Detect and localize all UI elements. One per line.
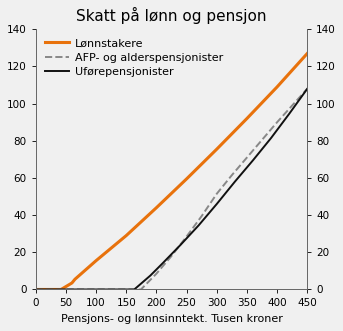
Title: Skatt på lønn og pensjon: Skatt på lønn og pensjon (76, 7, 267, 24)
AFP- og alderspensjonister (185, 235, 189, 239)
Lønnstakere (34, 288, 38, 292)
AFP- og alderspensjonister (169, 254, 174, 258)
Uførepensjonister (215, 202, 219, 206)
AFP- og alderspensjonister (260, 138, 264, 142)
Lønnstakere (59, 288, 63, 292)
Line: Uførepensjonister: Uførepensjonister (36, 89, 307, 290)
Lønnstakere (305, 51, 309, 55)
X-axis label: Pensjons- og lønnsinntekt. Tusen kroner: Pensjons- og lønnsinntekt. Tusen kroner (61, 314, 282, 324)
AFP- og alderspensjonister (34, 288, 38, 292)
Uførepensjonister (148, 273, 152, 277)
Uførepensjonister (287, 112, 291, 116)
AFP- og alderspensjonister (275, 120, 279, 124)
Uførepensjonister (269, 136, 273, 140)
Lønnstakere (275, 85, 279, 89)
Uførepensjonister (197, 223, 201, 227)
Lønnstakere (94, 259, 98, 263)
AFP- og alderspensjonister (200, 214, 204, 218)
Uførepensjonister (233, 180, 237, 184)
Uførepensjonister (178, 243, 182, 247)
Legend: Lønnstakere, AFP- og alderspensjonister, Uførepensjonister: Lønnstakere, AFP- og alderspensjonister,… (41, 35, 226, 80)
AFP- og alderspensjonister (305, 87, 309, 91)
AFP- og alderspensjonister (139, 287, 143, 291)
Line: AFP- og alderspensjonister: AFP- og alderspensjonister (36, 89, 307, 290)
Lønnstakere (215, 147, 219, 151)
AFP- og alderspensjonister (230, 173, 234, 177)
Lønnstakere (154, 206, 158, 210)
Uførepensjonister (251, 158, 255, 162)
Uførepensjonister (132, 288, 136, 292)
AFP- og alderspensjonister (154, 272, 158, 276)
AFP- og alderspensjonister (139, 288, 143, 292)
Uførepensjonister (133, 287, 137, 291)
Line: Lønnstakere: Lønnstakere (36, 53, 307, 290)
Uførepensjonister (34, 288, 38, 292)
Lønnstakere (124, 234, 128, 238)
Lønnstakere (185, 177, 189, 181)
Lønnstakere (73, 277, 77, 281)
Uførepensjonister (305, 87, 309, 91)
Lønnstakere (245, 117, 249, 120)
Lønnstakere (70, 281, 74, 285)
AFP- og alderspensjonister (245, 156, 249, 160)
Uførepensjonister (161, 261, 165, 265)
AFP- og alderspensjonister (290, 104, 294, 108)
Lønnstakere (60, 287, 64, 291)
AFP- og alderspensjonister (215, 192, 219, 196)
